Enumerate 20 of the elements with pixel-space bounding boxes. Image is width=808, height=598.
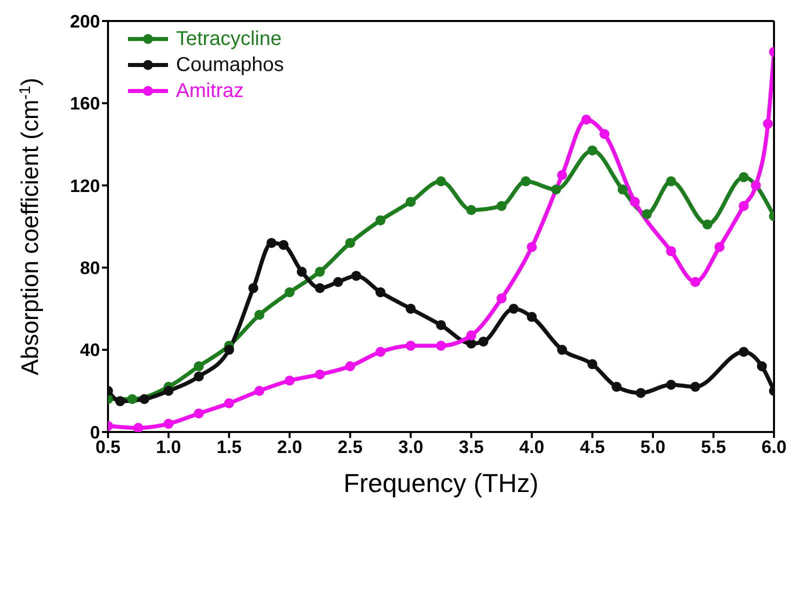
legend-label: Tetracycline [175,27,283,52]
x-tick-label: 4.0 [519,436,544,457]
legend-label: Amitraz [175,79,245,104]
legend-label: Coumaphos [175,53,284,78]
y-tick-label: 120 [70,176,100,196]
y-tick-label: 40 [80,340,100,360]
x-tick-label: 3.5 [458,436,484,457]
y-tick-label: 80 [80,258,100,278]
y-tick-label: 200 [70,11,100,32]
x-tick-label: 2.5 [338,436,363,457]
x-tick-label: 6.0 [761,436,787,457]
x-axis-title: Frequency (THz) [343,468,539,498]
x-tick-label: 2.0 [277,436,302,457]
x-tick-label: 5.0 [640,436,666,457]
x-tick-label: 1.5 [216,436,242,457]
x-tick-label: 3.0 [398,436,424,457]
x-tick-label: 4.5 [580,436,605,457]
x-tick-label: 1.0 [156,436,182,457]
x-tick-label: 5.5 [700,436,726,457]
y-tick-label: 160 [70,94,100,114]
